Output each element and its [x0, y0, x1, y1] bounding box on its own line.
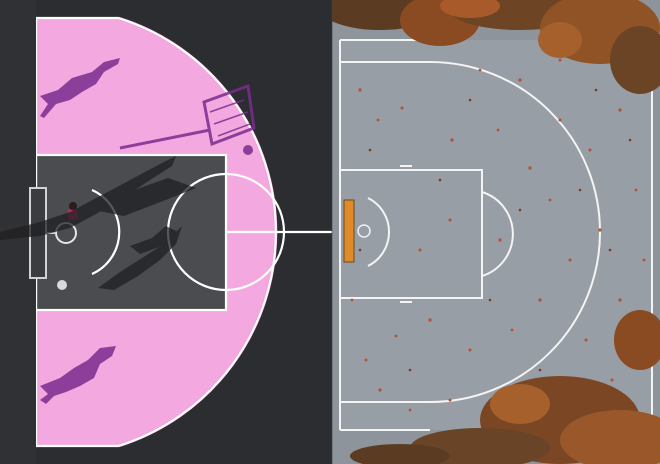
autumn-foliage-bottom	[350, 310, 660, 464]
right-hoop	[343, 199, 371, 263]
pink-half-court	[0, 16, 332, 448]
scattered-leaves	[350, 58, 646, 412]
key-shadows	[0, 156, 196, 290]
grey-half-court	[332, 0, 660, 464]
basketball	[57, 280, 67, 290]
player-shadows	[40, 58, 256, 404]
autumn-foliage-top	[332, 0, 660, 94]
